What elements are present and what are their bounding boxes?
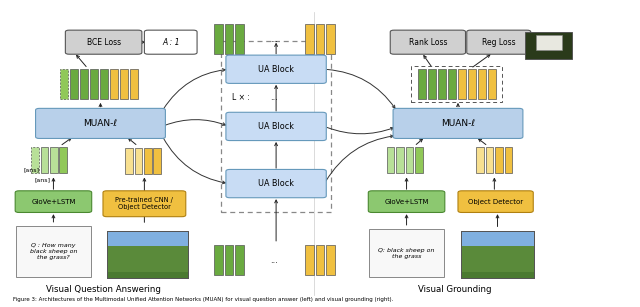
FancyBboxPatch shape xyxy=(393,108,523,138)
Bar xyxy=(486,147,493,173)
Bar xyxy=(131,69,138,99)
FancyBboxPatch shape xyxy=(15,191,92,212)
Text: Pre-trained CNN /
Object Detector: Pre-trained CNN / Object Detector xyxy=(115,197,173,210)
Bar xyxy=(417,69,426,99)
Bar xyxy=(305,24,314,54)
Text: Rank Loss: Rank Loss xyxy=(408,38,447,47)
FancyBboxPatch shape xyxy=(368,191,445,212)
Bar xyxy=(326,24,335,54)
Bar xyxy=(221,41,331,212)
Bar xyxy=(438,69,445,99)
FancyBboxPatch shape xyxy=(103,191,186,217)
Bar xyxy=(396,147,404,173)
Bar xyxy=(406,147,413,173)
FancyBboxPatch shape xyxy=(467,30,531,54)
Text: GloVe+LSTM: GloVe+LSTM xyxy=(31,199,76,205)
Bar xyxy=(461,232,534,253)
FancyBboxPatch shape xyxy=(226,169,326,198)
Bar xyxy=(90,69,99,99)
Bar xyxy=(461,231,534,278)
Bar xyxy=(536,35,562,50)
Bar xyxy=(40,147,48,173)
Text: UA Block: UA Block xyxy=(258,179,294,188)
Bar xyxy=(387,147,394,173)
FancyBboxPatch shape xyxy=(390,30,465,54)
Bar xyxy=(525,32,572,59)
Bar xyxy=(477,69,486,99)
Bar xyxy=(458,69,466,99)
FancyBboxPatch shape xyxy=(36,108,165,138)
Bar xyxy=(326,245,335,275)
Bar xyxy=(110,69,118,99)
Text: L × :: L × : xyxy=(232,93,250,102)
Text: ...: ... xyxy=(270,35,278,44)
Bar xyxy=(107,232,188,253)
Text: Reg Loss: Reg Loss xyxy=(482,38,516,47)
Bar xyxy=(236,24,244,54)
Bar xyxy=(236,245,244,275)
Text: [ans]: [ans] xyxy=(24,167,40,172)
Bar xyxy=(225,24,234,54)
Bar xyxy=(16,226,91,277)
Bar xyxy=(477,147,484,173)
Bar xyxy=(125,148,132,174)
Bar xyxy=(461,231,534,278)
Bar xyxy=(505,147,512,173)
Text: BCE Loss: BCE Loss xyxy=(86,38,121,47)
Bar xyxy=(134,148,142,174)
Text: ...: ... xyxy=(270,93,278,102)
Bar xyxy=(100,69,108,99)
Bar xyxy=(107,231,188,278)
Bar xyxy=(225,245,234,275)
Bar xyxy=(144,148,152,174)
FancyBboxPatch shape xyxy=(226,55,326,84)
Bar xyxy=(447,69,456,99)
Bar xyxy=(316,24,324,54)
Text: Visual Question Answering: Visual Question Answering xyxy=(46,285,161,294)
Bar xyxy=(214,245,223,275)
Bar xyxy=(31,147,38,173)
Text: Q : How many
black sheep on
the grass?: Q : How many black sheep on the grass? xyxy=(29,243,77,260)
Text: Visual Grounding: Visual Grounding xyxy=(418,285,492,294)
Bar xyxy=(107,246,188,272)
Text: Q: black sheep on
the grass: Q: black sheep on the grass xyxy=(378,248,435,259)
Bar xyxy=(50,147,58,173)
Bar xyxy=(60,69,68,99)
Bar xyxy=(488,69,496,99)
Text: Figure 3: Architectures of the Multimodal Unified Attention Networks (MUAN) for : Figure 3: Architectures of the Multimoda… xyxy=(13,297,393,301)
Text: UA Block: UA Block xyxy=(258,122,294,131)
FancyBboxPatch shape xyxy=(65,30,142,54)
Bar xyxy=(412,66,502,102)
Bar xyxy=(316,245,324,275)
Bar xyxy=(120,69,129,99)
Text: MUAN-ℓ: MUAN-ℓ xyxy=(441,119,475,128)
Bar xyxy=(107,231,188,278)
FancyBboxPatch shape xyxy=(226,112,326,141)
Bar xyxy=(60,147,67,173)
Bar xyxy=(428,69,436,99)
Text: ...: ... xyxy=(270,256,278,265)
Text: A : 1: A : 1 xyxy=(162,38,179,47)
Bar xyxy=(495,147,503,173)
Text: [ans]: [ans] xyxy=(35,177,51,182)
Bar xyxy=(461,246,534,272)
Bar xyxy=(369,229,444,278)
Bar xyxy=(305,245,314,275)
FancyBboxPatch shape xyxy=(145,30,197,54)
Bar xyxy=(154,148,161,174)
Text: GloVe+LSTM: GloVe+LSTM xyxy=(384,199,429,205)
FancyBboxPatch shape xyxy=(458,191,533,212)
Text: MUAN-ℓ: MUAN-ℓ xyxy=(83,119,118,128)
Bar xyxy=(70,69,78,99)
Bar xyxy=(80,69,88,99)
Text: UA Block: UA Block xyxy=(258,65,294,74)
Bar xyxy=(468,69,476,99)
Text: Object Detector: Object Detector xyxy=(468,199,523,205)
Bar xyxy=(415,147,422,173)
Bar xyxy=(214,24,223,54)
